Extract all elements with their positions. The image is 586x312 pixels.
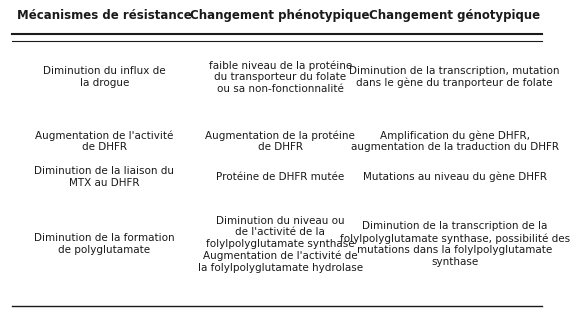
Text: Mécanismes de résistance: Mécanismes de résistance (17, 9, 192, 22)
Text: Diminution du niveau ou
de l'activité de la
folylpolyglutamate synthase
Augmenta: Diminution du niveau ou de l'activité de… (197, 216, 363, 273)
Text: Augmentation de l'activité
de DHFR: Augmentation de l'activité de DHFR (35, 130, 173, 152)
Text: Diminution de la formation
de polyglutamate: Diminution de la formation de polyglutam… (34, 233, 175, 255)
Text: Diminution du influx de
la drogue: Diminution du influx de la drogue (43, 66, 166, 88)
Text: Changement génotypique: Changement génotypique (369, 9, 540, 22)
Text: Diminution de la transcription de la
folylpolyglutamate synthase, possibilité de: Diminution de la transcription de la fol… (339, 222, 570, 267)
Text: faible niveau de la protéine
du transporteur du folate
ou sa non-fonctionnalité: faible niveau de la protéine du transpor… (209, 60, 352, 94)
Text: Diminution de la transcription, mutation
dans le gène du tranporteur de folate: Diminution de la transcription, mutation… (349, 66, 560, 88)
Text: Diminution de la liaison du
MTX au DHFR: Diminution de la liaison du MTX au DHFR (35, 166, 175, 188)
Text: Augmentation de la protéine
de DHFR: Augmentation de la protéine de DHFR (205, 130, 355, 152)
Text: Changement phénotypique: Changement phénotypique (190, 9, 370, 22)
Text: Amplification du gène DHFR,
augmentation de la traduction du DHFR: Amplification du gène DHFR, augmentation… (350, 130, 558, 152)
Text: Protéine de DHFR mutée: Protéine de DHFR mutée (216, 172, 345, 182)
Text: Mutations au niveau du gène DHFR: Mutations au niveau du gène DHFR (363, 172, 547, 182)
